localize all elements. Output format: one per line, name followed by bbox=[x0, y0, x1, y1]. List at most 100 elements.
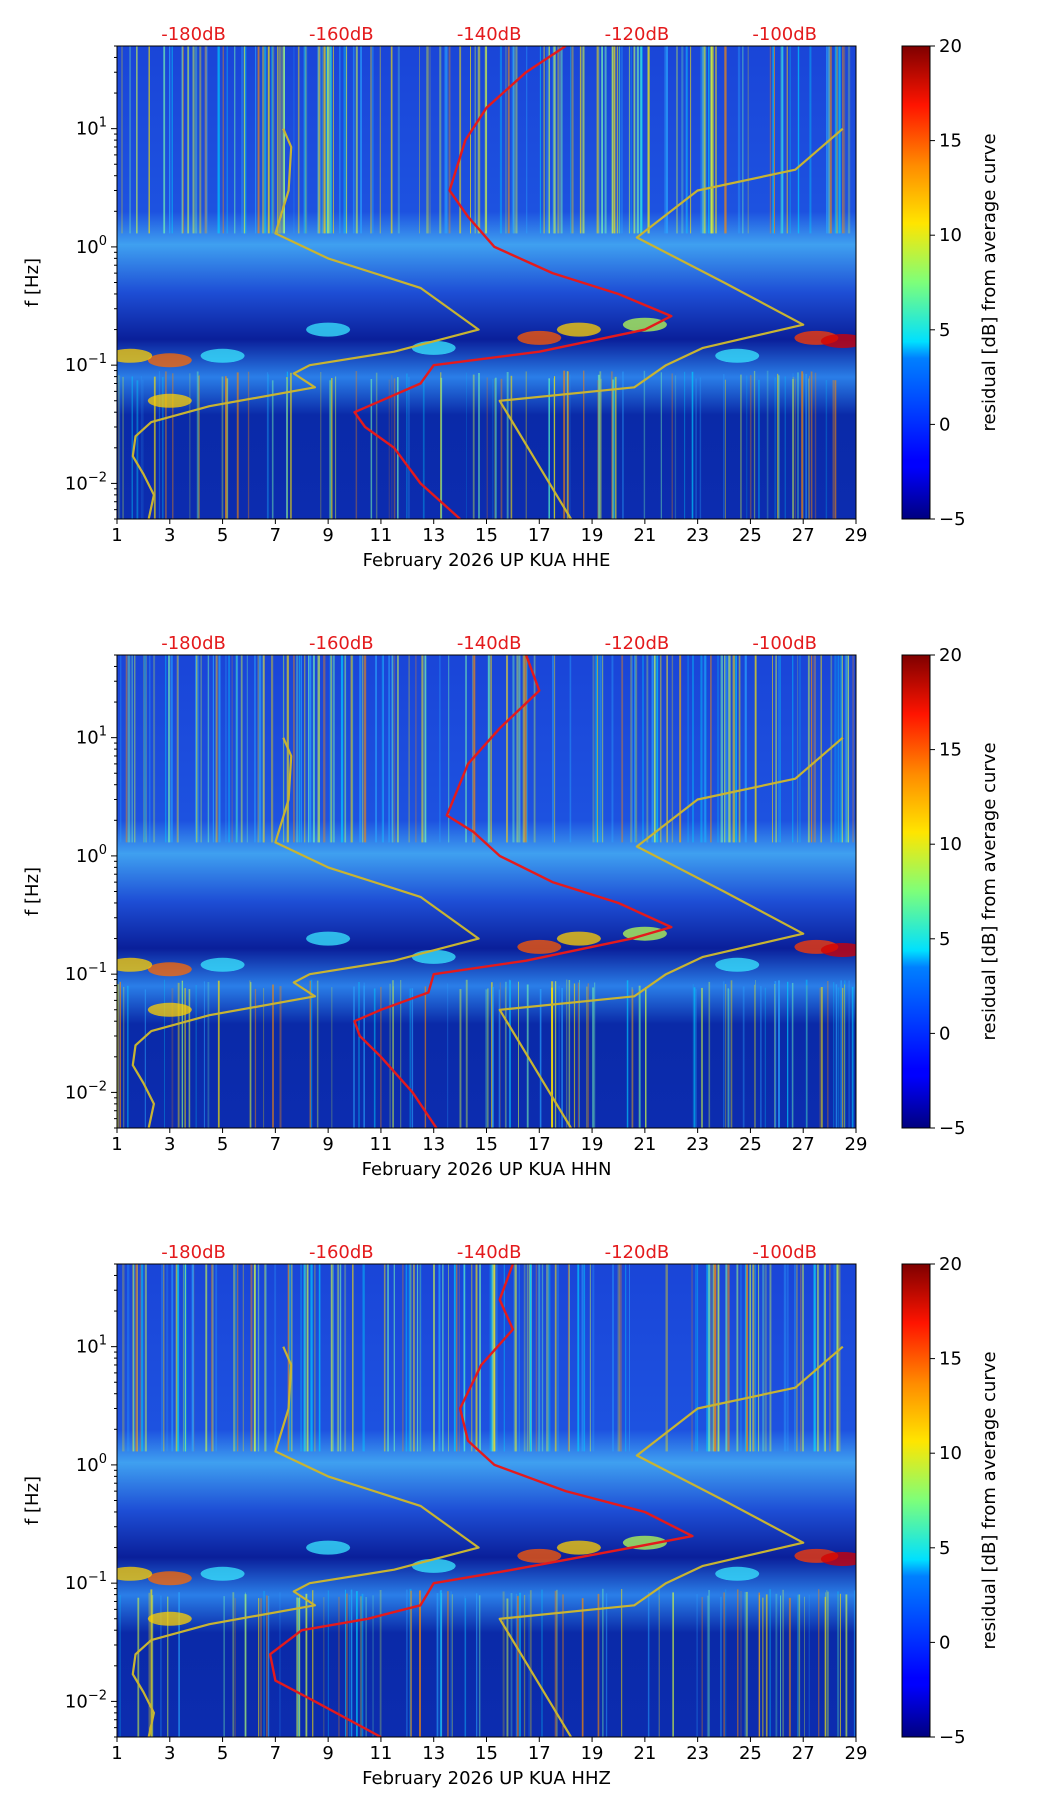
heatmap-streak bbox=[321, 46, 323, 234]
heatmap-streak bbox=[463, 1264, 464, 1452]
heatmap-streak bbox=[304, 1264, 307, 1452]
heatmap-streak bbox=[634, 655, 635, 843]
heatmap-streak bbox=[332, 1264, 334, 1452]
heatmap-streak bbox=[612, 1264, 614, 1452]
heatmap-streak bbox=[740, 374, 742, 519]
heatmap-streak bbox=[706, 1595, 709, 1737]
heatmap-streak bbox=[613, 377, 616, 519]
heatmap-streak bbox=[594, 982, 596, 1128]
x-tick-label: 17 bbox=[528, 1743, 551, 1764]
heatmap-streak bbox=[271, 655, 274, 843]
heatmap-streak bbox=[493, 1264, 496, 1452]
heatmap-streak bbox=[318, 655, 320, 843]
heatmap-streak bbox=[833, 1264, 836, 1452]
y-tick-label: 10−2 bbox=[65, 1079, 107, 1103]
heatmap-streak bbox=[516, 1595, 519, 1737]
heatmap-streak bbox=[145, 655, 147, 843]
heatmap-streak bbox=[365, 1597, 367, 1737]
heatmap-streak bbox=[512, 655, 515, 843]
heatmap-blob bbox=[200, 1566, 245, 1581]
heatmap-streak bbox=[600, 655, 602, 843]
heatmap-streak bbox=[528, 1264, 530, 1452]
heatmap-streak bbox=[639, 987, 641, 1128]
heatmap-streak bbox=[619, 1264, 622, 1452]
heatmap-streak bbox=[390, 46, 393, 234]
heatmap-streak bbox=[226, 46, 228, 234]
heatmap-streak bbox=[539, 46, 541, 234]
heatmap-streak bbox=[262, 655, 265, 843]
x-tick-label: 29 bbox=[845, 1743, 868, 1764]
heatmap-streak bbox=[505, 981, 507, 1128]
heatmap-streak bbox=[312, 655, 315, 843]
heatmap-streak bbox=[196, 371, 199, 519]
x-tick-label: 5 bbox=[217, 525, 228, 546]
heatmap-streak bbox=[602, 655, 604, 843]
heatmap-streak bbox=[809, 46, 812, 234]
heatmap-streak bbox=[499, 46, 502, 234]
heatmap-streak bbox=[601, 46, 603, 234]
heatmap-streak bbox=[267, 46, 270, 234]
heatmap-streak bbox=[171, 1264, 174, 1452]
heatmap-streak bbox=[792, 373, 794, 519]
x-tick-label: 5 bbox=[217, 1134, 228, 1155]
x-tick-label: 25 bbox=[739, 525, 762, 546]
heatmap-streak bbox=[796, 1264, 798, 1452]
heatmap-streak bbox=[394, 655, 396, 843]
heatmap-streak bbox=[215, 655, 218, 843]
x-tick-label: 23 bbox=[686, 525, 709, 546]
heatmap-streak bbox=[323, 655, 326, 843]
colorbar-tick-label: −5 bbox=[939, 509, 966, 530]
heatmap-streak bbox=[235, 655, 238, 843]
heatmap-streak bbox=[246, 655, 248, 843]
heatmap-streak bbox=[518, 1264, 520, 1452]
heatmap-streak bbox=[626, 980, 629, 1128]
heatmap-streak bbox=[820, 987, 823, 1128]
colorbar bbox=[901, 45, 931, 520]
heatmap-streak bbox=[164, 979, 165, 1128]
top-db-label: -140dB bbox=[457, 633, 522, 654]
heatmap-streak bbox=[611, 371, 613, 519]
heatmap-streak bbox=[375, 655, 377, 843]
heatmap-streak bbox=[695, 989, 697, 1128]
heatmap-streak bbox=[836, 1264, 839, 1452]
heatmap-streak bbox=[752, 1264, 754, 1452]
heatmap-streak bbox=[749, 1264, 751, 1452]
heatmap-streak bbox=[621, 655, 624, 843]
heatmap-streak bbox=[725, 984, 727, 1128]
heatmap-streak bbox=[340, 655, 344, 843]
heatmap-streak bbox=[283, 655, 285, 843]
heatmap-streak bbox=[749, 375, 752, 519]
heatmap-streak bbox=[308, 655, 310, 843]
heatmap-streak bbox=[631, 989, 634, 1128]
heatmap-streak bbox=[419, 1590, 421, 1737]
top-db-label: -160dB bbox=[309, 1242, 374, 1263]
heatmap-streak bbox=[597, 374, 600, 519]
heatmap-streak bbox=[143, 655, 146, 843]
heatmap-streak bbox=[635, 655, 638, 843]
heatmap-streak bbox=[577, 1264, 580, 1452]
heatmap-streak bbox=[363, 982, 365, 1128]
average-psd-curve bbox=[353, 655, 673, 1128]
heatmap-streak bbox=[371, 46, 374, 234]
heatmap-streak bbox=[122, 376, 124, 519]
heatmap-streak bbox=[283, 46, 285, 234]
heatmap-streak bbox=[592, 987, 594, 1128]
heatmap-streak bbox=[143, 655, 145, 843]
heatmap-streak bbox=[264, 1264, 267, 1452]
heatmap-streak bbox=[167, 1596, 169, 1737]
heatmap-streak bbox=[553, 46, 556, 234]
heatmap-streak bbox=[514, 1264, 518, 1452]
heatmap-streak bbox=[539, 1264, 541, 1452]
x-tick-label: 21 bbox=[633, 525, 656, 546]
heatmap-blob bbox=[820, 1552, 856, 1566]
heatmap-streak bbox=[502, 1591, 505, 1737]
heatmap-streak bbox=[819, 987, 821, 1128]
heatmap-streak bbox=[727, 988, 729, 1128]
heatmap-streak bbox=[453, 1264, 456, 1452]
heatmap-streak bbox=[817, 1264, 820, 1452]
heatmap-streak bbox=[181, 982, 184, 1128]
heatmap-streak bbox=[556, 1264, 559, 1452]
heatmap-streak bbox=[700, 46, 703, 234]
heatmap-streak bbox=[510, 1593, 513, 1737]
heatmap-streak bbox=[508, 979, 511, 1128]
